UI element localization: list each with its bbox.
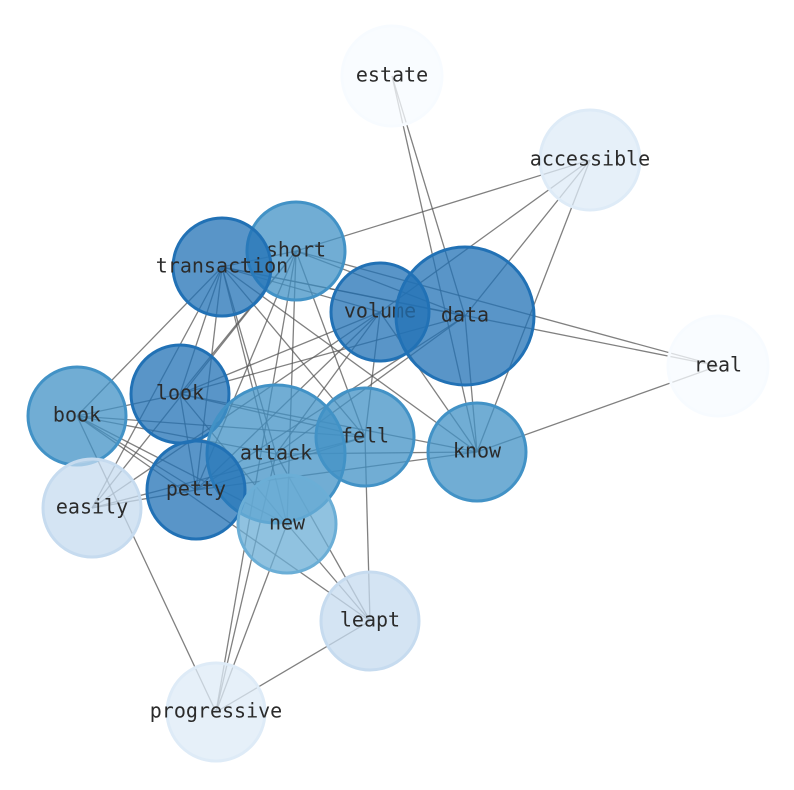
node-real[interactable]: real	[666, 314, 770, 418]
node-data[interactable]: data	[394, 245, 536, 387]
node-easily[interactable]: easily	[41, 457, 143, 559]
node-circle[interactable]	[236, 473, 338, 575]
node-label: fell	[341, 424, 389, 448]
node-label: progressive	[150, 699, 282, 723]
node-petty[interactable]: petty	[145, 439, 247, 541]
node-label: accessible	[530, 147, 650, 171]
node-circle[interactable]	[314, 386, 416, 488]
node-new[interactable]: new	[236, 473, 338, 575]
node-label: easily	[56, 495, 128, 519]
node-circle[interactable]	[666, 314, 770, 418]
node-circle[interactable]	[340, 24, 444, 128]
edge-transaction-know	[221, 266, 478, 453]
node-circle[interactable]	[319, 570, 421, 672]
node-label: petty	[166, 477, 226, 501]
node-book[interactable]: book	[26, 365, 128, 467]
node-label: short	[266, 238, 326, 262]
node-label: look	[156, 381, 204, 405]
node-label: know	[453, 439, 502, 463]
node-label: leapt	[340, 608, 400, 632]
node-circle[interactable]	[426, 401, 528, 503]
node-circle[interactable]	[538, 108, 642, 212]
node-label: data	[441, 303, 489, 327]
node-leapt[interactable]: leapt	[319, 570, 421, 672]
node-label: new	[269, 511, 306, 535]
node-circle[interactable]	[171, 216, 273, 318]
node-label: attack	[240, 441, 312, 465]
node-label: transaction	[156, 254, 288, 278]
node-circle[interactable]	[41, 457, 143, 559]
node-fell[interactable]: fell	[314, 386, 416, 488]
node-progressive[interactable]: progressive	[150, 661, 282, 763]
node-circle[interactable]	[394, 245, 536, 387]
node-label: real	[694, 353, 742, 377]
node-transaction[interactable]: transaction	[156, 216, 288, 318]
node-circle[interactable]	[145, 439, 247, 541]
node-know[interactable]: know	[426, 401, 528, 503]
node-circle[interactable]	[165, 661, 267, 763]
node-accessible[interactable]: accessible	[530, 108, 650, 212]
node-estate[interactable]: estate	[340, 24, 444, 128]
node-label: estate	[356, 63, 428, 87]
node-label: book	[53, 403, 101, 427]
